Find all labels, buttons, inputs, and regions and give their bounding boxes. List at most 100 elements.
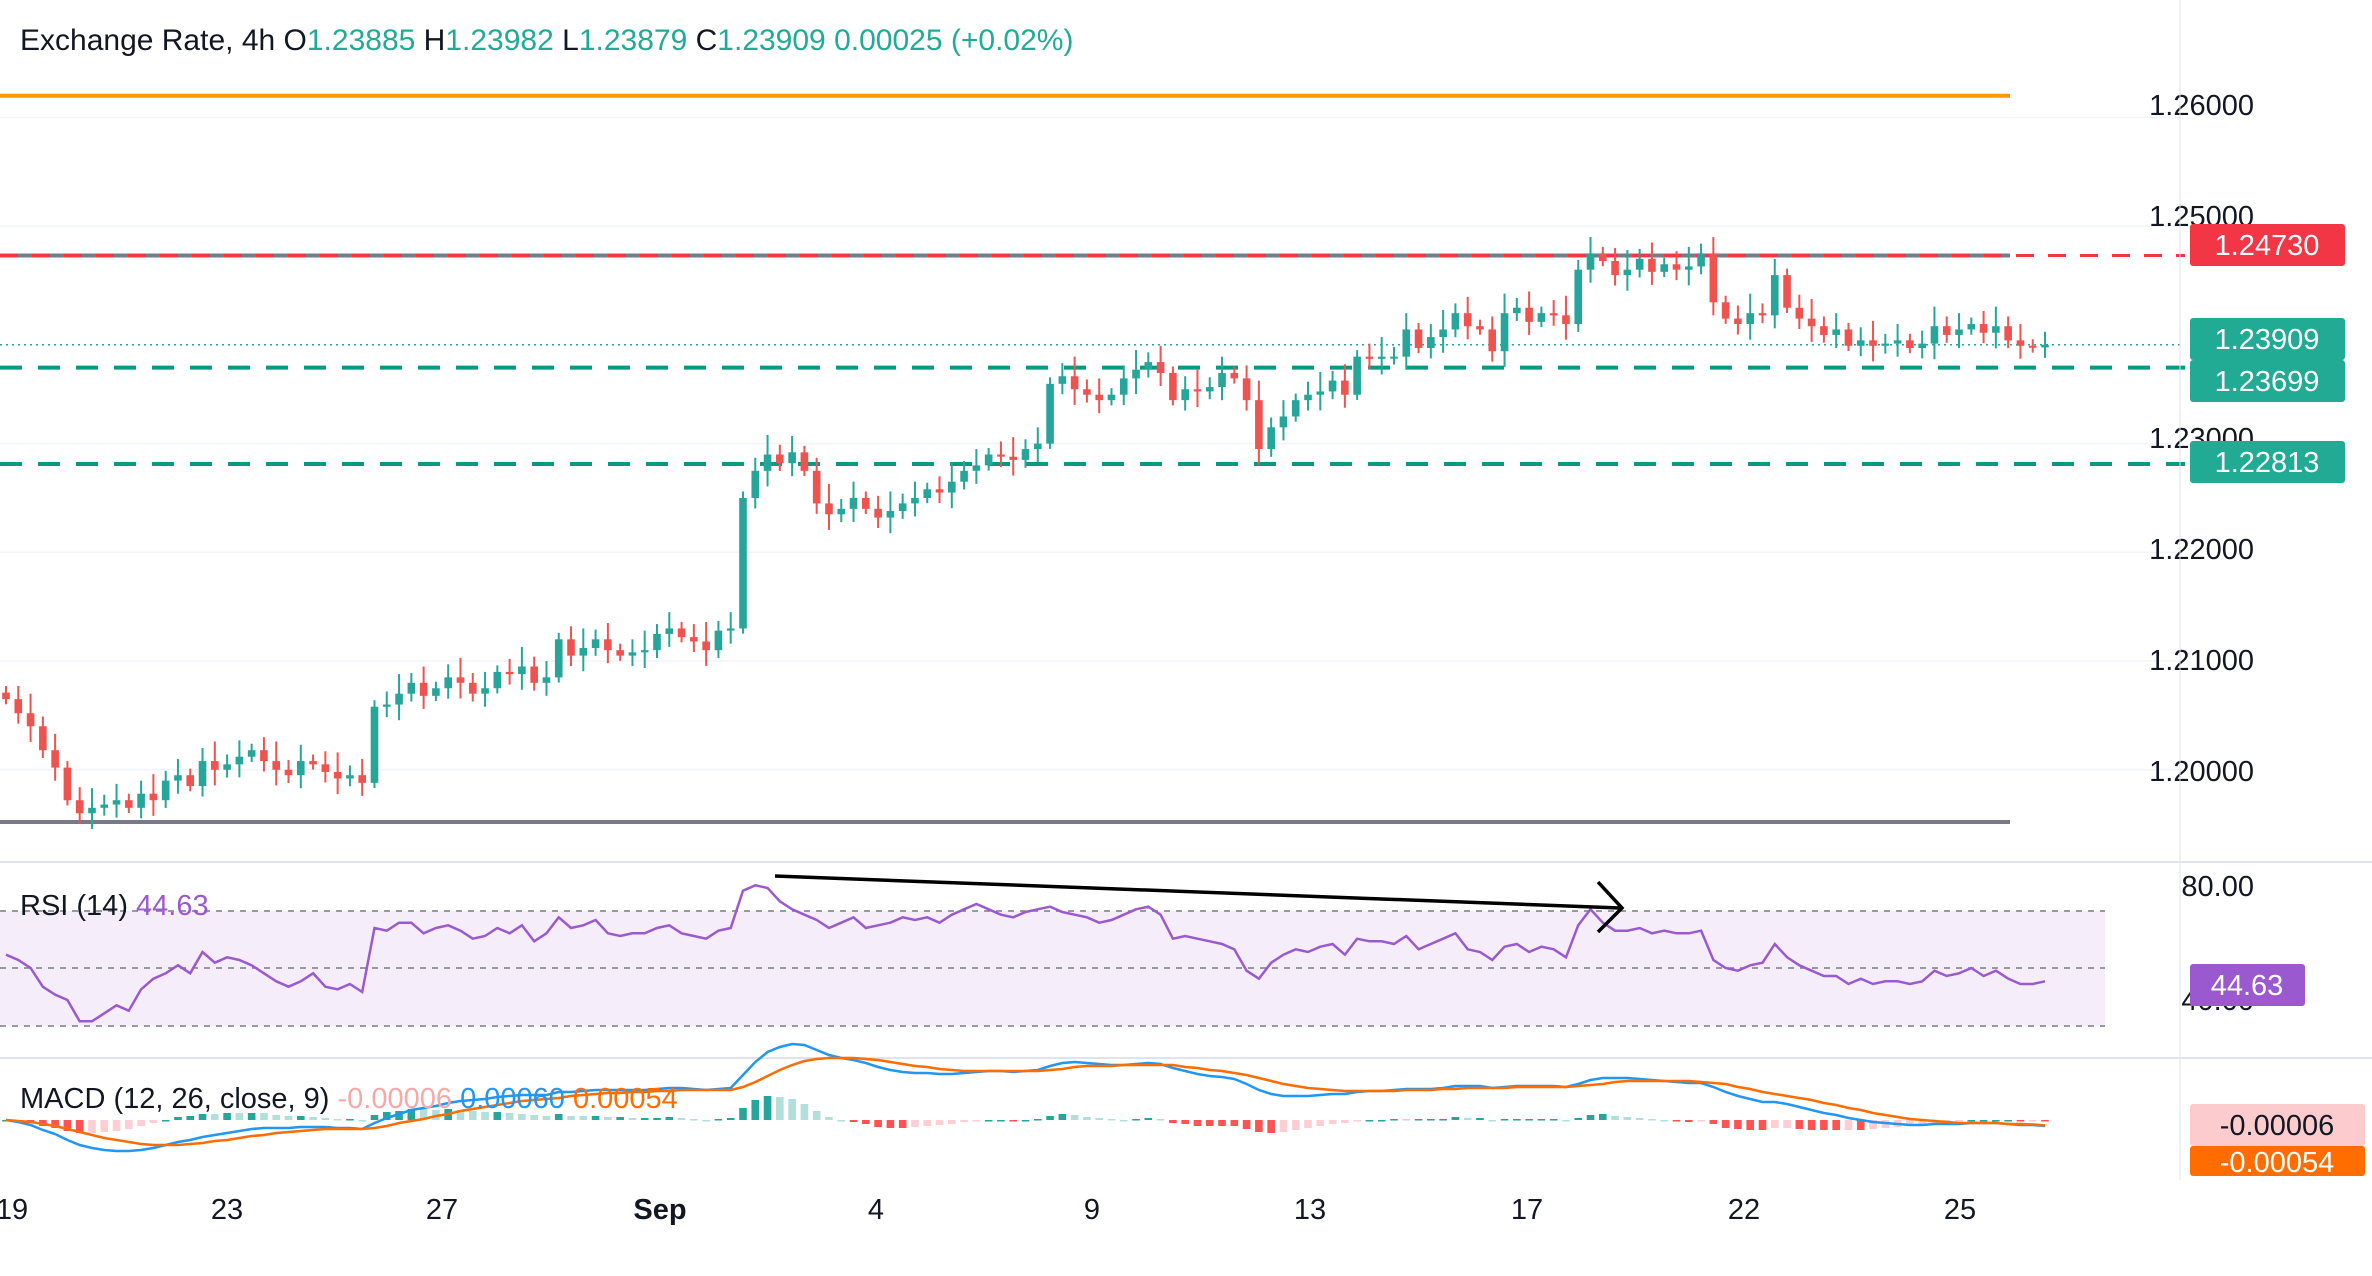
price-tick: 1.20000 <box>2149 756 2254 788</box>
signal-line <box>5 1056 2046 1147</box>
candle-body <box>554 639 563 678</box>
macd-histogram-bar <box>223 1113 231 1120</box>
candle-body <box>1009 456 1018 460</box>
candle-body <box>1119 378 1128 395</box>
open-label: O <box>284 24 307 57</box>
macd-histogram-bar <box>505 1113 514 1120</box>
candle-body <box>1132 369 1140 379</box>
candle-body <box>63 767 72 801</box>
macd-histogram-bar <box>1476 1118 1484 1120</box>
macd-histogram-bar <box>1660 1120 1669 1122</box>
macd-histogram-bar <box>1463 1118 1472 1120</box>
macd-histogram-bar <box>493 1112 502 1120</box>
candle-body <box>947 481 956 493</box>
candle-body <box>1365 356 1374 359</box>
time-tick: 23 <box>211 1194 243 1226</box>
candle-body <box>272 761 281 770</box>
macd-histogram-bar <box>370 1115 379 1120</box>
macd-histogram-bar <box>1242 1120 1251 1129</box>
candle-body <box>1635 258 1644 270</box>
candle-body <box>1881 343 1890 346</box>
rsi-title: RSI (14) <box>20 890 128 922</box>
candle-body <box>812 470 821 504</box>
candle-body <box>886 511 895 518</box>
candle-body <box>579 648 588 656</box>
macd-histogram-bar <box>825 1117 833 1120</box>
macd-histogram-bar <box>640 1118 649 1120</box>
candle-body <box>1046 383 1054 444</box>
candle-body <box>1942 326 1951 335</box>
price-tick: 1.21000 <box>2149 645 2254 677</box>
candle-body <box>100 804 109 808</box>
candle-body <box>432 688 440 696</box>
close-label: C <box>696 24 718 57</box>
macd-histogram-bar <box>972 1120 981 1122</box>
macd-pane: MACD (12, 26, close, 9) -0.00006 0.00060… <box>2 1042 2365 1179</box>
macd-histogram-bar <box>112 1120 121 1131</box>
svg-text:-0.00006: -0.00006 <box>2220 1110 2335 1142</box>
macd-histogram-bar <box>1992 1120 2000 1122</box>
macd-histogram-bar <box>1341 1120 1349 1123</box>
macd-histogram-bar <box>567 1116 575 1120</box>
macd-histogram-bar <box>1721 1120 1730 1128</box>
macd-histogram-bar <box>1009 1120 1018 1122</box>
candle-body <box>763 454 772 471</box>
macd-histogram-bar <box>1820 1120 1828 1130</box>
candle-body <box>1255 400 1263 450</box>
candle-body <box>1709 253 1718 303</box>
candle-body <box>1549 313 1558 316</box>
candle-body <box>1918 343 1926 348</box>
macd-histogram-bar <box>653 1118 661 1120</box>
macd-histogram-bar <box>211 1114 219 1120</box>
candle-body <box>898 503 907 512</box>
candle-body <box>1377 356 1386 359</box>
candle-body <box>1058 376 1067 384</box>
candle-body <box>984 454 993 466</box>
candle-body <box>1525 307 1533 322</box>
svg-text:1.24730: 1.24730 <box>2215 230 2320 262</box>
candle-body <box>1083 389 1091 395</box>
macd-histogram-bar <box>1574 1118 1583 1120</box>
candle-body <box>395 693 403 705</box>
candle-body <box>1856 340 1865 346</box>
candle-body <box>321 764 330 772</box>
macd-histogram-bar <box>1709 1120 1718 1124</box>
macd-histogram-bar <box>1070 1115 1079 1120</box>
candle-body <box>923 489 932 498</box>
candle-body <box>1427 337 1435 348</box>
macd-histogram-bar <box>395 1111 403 1120</box>
candle-body <box>407 682 416 694</box>
macd-histogram-bar <box>419 1109 428 1120</box>
candle-body <box>419 682 428 696</box>
candle-body <box>260 750 268 762</box>
macd-histogram-bar <box>1279 1120 1288 1132</box>
svg-text:44.63: 44.63 <box>2211 970 2284 1002</box>
macd-histogram-bar <box>677 1118 686 1120</box>
candle-body <box>1181 389 1189 401</box>
macd-histogram-bar <box>1856 1120 1865 1130</box>
macd-histogram-bar <box>468 1111 477 1120</box>
candle-body <box>690 637 698 642</box>
svg-text:1.23699: 1.23699 <box>2215 366 2320 398</box>
candle-body <box>1893 340 1902 344</box>
macd-histogram-bar <box>2028 1120 2037 1122</box>
header-bar: Exchange Rate, 4h O1.23885 H1.23982 L1.2… <box>20 24 1073 57</box>
candle-body <box>604 639 612 651</box>
high-label: H <box>424 24 446 57</box>
macd-histogram-bar <box>1377 1120 1386 1122</box>
macd-histogram-bar <box>1439 1119 1447 1121</box>
price-axis-labels: 1.24730 1.23909 1.23699 1.22813 <box>2190 224 2345 483</box>
macd-histogram-bar <box>247 1113 256 1120</box>
macd-histogram-bar <box>1807 1120 1816 1130</box>
candle-body <box>1844 329 1853 346</box>
macd-histogram-bar <box>1291 1120 1300 1130</box>
macd-histogram-bar <box>1193 1120 1202 1126</box>
macd-histogram-bar <box>518 1114 526 1120</box>
macd-histogram-bar <box>309 1117 317 1120</box>
candle-body <box>702 641 710 651</box>
macd-histogram-bar <box>1979 1120 1988 1122</box>
time-tick: 9 <box>1084 1194 1100 1226</box>
svg-text:Exchange Rate, 4h O1.23885 H: Exchange Rate, 4h O1.23885 H1.23982 L1.2… <box>20 24 1073 57</box>
price-tick: 1.22000 <box>2149 534 2254 566</box>
candle-body <box>444 677 453 689</box>
